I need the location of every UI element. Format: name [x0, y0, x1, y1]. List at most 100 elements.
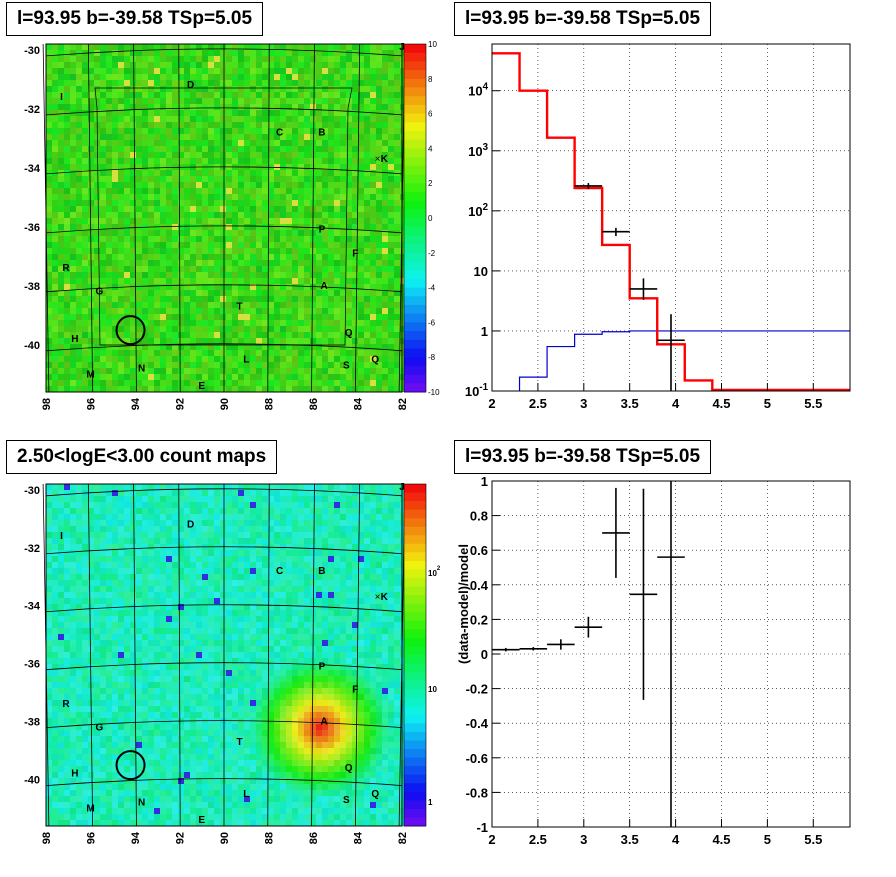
- residual-map-pixel: [250, 320, 256, 326]
- residual-map-pixel: [208, 296, 214, 302]
- count-map-pixel: [292, 550, 298, 556]
- residual-map-pixel: [244, 134, 250, 140]
- count-map-pixel: [142, 496, 148, 502]
- residual-map-pixel: [118, 230, 124, 236]
- residual-map-pixel: [124, 320, 130, 326]
- residual-map-pixel: [214, 68, 220, 74]
- residual-map-pixel: [238, 212, 244, 218]
- residual-map-pixel: [280, 218, 286, 224]
- residual-map-pixel: [388, 122, 394, 128]
- residual-map-pixel: [184, 302, 190, 308]
- residual-map-pixel: [154, 122, 160, 128]
- count-map-pixel: [220, 586, 226, 592]
- residual-map-pixel: [358, 146, 364, 152]
- count-map-pixel: [298, 538, 304, 544]
- count-map-pixel: [166, 574, 172, 580]
- residual-map-pixel: [388, 374, 394, 380]
- residual-map-pixel: [328, 182, 334, 188]
- residual-map-pixel: [364, 302, 370, 308]
- count-map-pixel: [76, 508, 82, 514]
- residual-map-pixel: [322, 374, 328, 380]
- residual-map-pixel: [286, 164, 292, 170]
- residual-map-pixel: [340, 290, 346, 296]
- count-map-pixel: [136, 574, 142, 580]
- residual-map-pixel: [190, 134, 196, 140]
- residual-map-pixel: [160, 266, 166, 272]
- residual-map-pixel: [364, 278, 370, 284]
- count-map-pixel: [76, 556, 82, 562]
- residual-map-pixel: [208, 260, 214, 266]
- count-map-pixel: [316, 508, 322, 514]
- residual-map-pixel: [244, 374, 250, 380]
- residual-map-pixel: [94, 146, 100, 152]
- count-map-pixel: [244, 538, 250, 544]
- count-map-pixel: [286, 598, 292, 604]
- residual-map-pixel: [322, 302, 328, 308]
- residual-map-pixel: [82, 200, 88, 206]
- residual-map-pixel: [76, 170, 82, 176]
- count-map-pixel: [160, 604, 166, 610]
- count-map-pixel: [376, 568, 382, 574]
- count-map-pixel: [160, 538, 166, 544]
- residual-map-pixel: [148, 188, 154, 194]
- count-map-pixel: [196, 592, 202, 598]
- residual-map-pixel: [244, 386, 250, 392]
- count-map-pixel: [82, 496, 88, 502]
- residual-map-pixel: [178, 194, 184, 200]
- count-map-pixel: [346, 592, 352, 598]
- residual-map-pixel: [346, 146, 352, 152]
- residual-map-pixel: [280, 50, 286, 56]
- residual-map-pixel: [166, 134, 172, 140]
- residual-map-pixel: [130, 176, 136, 182]
- residual-map-pixel: [130, 152, 136, 158]
- residual-map-pixel: [76, 242, 82, 248]
- residual-map-pixel: [124, 368, 130, 374]
- count-map-pixel: [130, 526, 136, 532]
- residual-map-colorbar-cell: [404, 383, 426, 392]
- count-map-pixel: [250, 490, 256, 496]
- residual-map-pixel: [178, 236, 184, 242]
- residual-map-pixel: [232, 260, 238, 266]
- count-map-pixel: [352, 610, 358, 616]
- residual-map-pixel: [358, 200, 364, 206]
- residual-map-pixel: [112, 368, 118, 374]
- residual-map-pixel: [190, 338, 196, 344]
- residual-map-pixel: [382, 248, 388, 254]
- residual-map-pixel: [118, 104, 124, 110]
- residual-map-pixel: [148, 62, 154, 68]
- residual-map-pixel: [214, 206, 220, 212]
- count-map-pixel: [58, 562, 64, 568]
- residual-map-pixel: [52, 296, 58, 302]
- residual-map-pixel: [118, 146, 124, 152]
- residual-map-pixel: [88, 44, 94, 50]
- residual-map-pixel: [346, 272, 352, 278]
- residual-map-pixel: [142, 128, 148, 134]
- count-map-pixel: [382, 580, 388, 586]
- count-map-pixel: [196, 508, 202, 514]
- residual-map-pixel: [220, 146, 226, 152]
- residual-map-pixel: [364, 362, 370, 368]
- residual-map-pixel: [190, 56, 196, 62]
- residual-map-pixel: [310, 86, 316, 92]
- residual-map-pixel: [304, 272, 310, 278]
- residual-map-pixel: [256, 290, 262, 296]
- count-map-pixel: [262, 574, 268, 580]
- residual-map-pixel: [334, 332, 340, 338]
- count-map-pixel: [208, 514, 214, 520]
- residual-map-pixel: [232, 206, 238, 212]
- residual-map-pixel: [364, 236, 370, 242]
- residual-map-pixel: [136, 44, 142, 50]
- residual-map-pixel: [286, 380, 292, 386]
- residual-map-pixel: [106, 56, 112, 62]
- residual-map-pixel: [94, 380, 100, 386]
- residual-map-pixel: [202, 320, 208, 326]
- residual-map-pixel: [256, 134, 262, 140]
- count-map-pixel: [172, 598, 178, 604]
- residual-map-pixel: [220, 368, 226, 374]
- count-map-pixel: [334, 532, 340, 538]
- count-map-pixel: [388, 538, 394, 544]
- residual-map-pixel: [148, 80, 154, 86]
- residual-map-pixel: [304, 152, 310, 158]
- residual-map-pixel: [274, 224, 280, 230]
- residual-map-pixel: [106, 278, 112, 284]
